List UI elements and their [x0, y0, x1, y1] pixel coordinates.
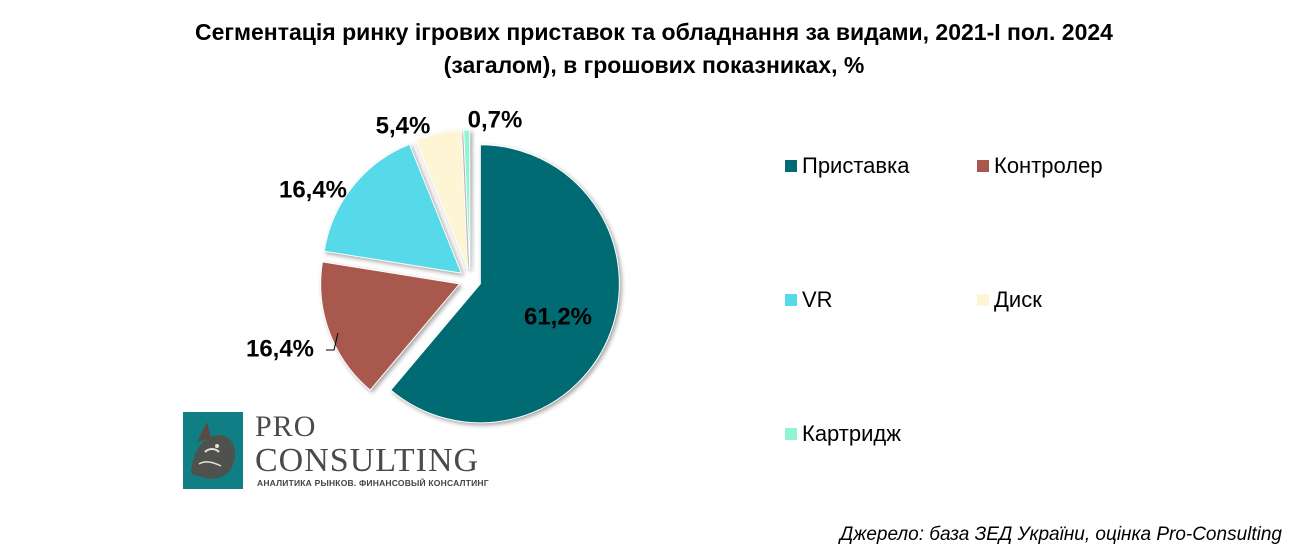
logo-consulting-text: CONSULTING: [255, 442, 480, 479]
legend-label-1: Приставка: [802, 153, 910, 178]
chart-title: Сегментація ринку ігрових приставок та о…: [0, 16, 1308, 82]
pie-slice-2: [320, 261, 461, 391]
data-label-1: 61,2%: [524, 303, 592, 330]
data-label-5: 0,7%: [468, 106, 523, 133]
legend-swatch-5: [785, 428, 797, 440]
pie-slice-5: [463, 129, 471, 270]
source-note: Джерело: база ЗЕД України, оцінка Pro-Co…: [839, 524, 1282, 545]
logo-tagline: АНАЛИТИКА РЫНКОВ. ФИНАНСОВЫЙ КОНСАЛТИНГ: [257, 478, 489, 488]
legend-swatch-1: [785, 160, 797, 172]
legend-item-2: Контролер: [977, 153, 1103, 179]
legend-swatch-4: [977, 294, 989, 306]
rhino-emblem-icon: [183, 412, 243, 489]
legend-item-4: Диск: [977, 287, 1042, 313]
leader-line: [326, 332, 339, 351]
pro-consulting-logo: PRO CONSULTING АНАЛИТИКА РЫНКОВ. ФИНАНСО…: [183, 410, 489, 492]
chart-title-line-1: Сегментація ринку ігрових приставок та о…: [195, 19, 1113, 45]
logo-pro-text: PRO: [255, 410, 317, 443]
legend-label-2: Контролер: [994, 153, 1103, 178]
pie-slice-4: [415, 129, 469, 270]
data-label-4: 5,4%: [376, 112, 431, 139]
pie-slice-1: [390, 144, 620, 424]
legend-item-3: VR: [785, 287, 833, 313]
legend-swatch-3: [785, 294, 797, 306]
data-label-3: 16,4%: [279, 176, 347, 203]
legend-item-5: Картридж: [785, 421, 901, 447]
data-label-2: 16,4%: [246, 335, 314, 362]
legend-label-5: Картридж: [802, 421, 901, 446]
legend-label-3: VR: [802, 287, 833, 312]
legend-swatch-2: [977, 160, 989, 172]
legend-label-4: Диск: [994, 287, 1042, 312]
pie-slice-3: [323, 143, 463, 274]
chart-title-line-2: (загалом), в грошових показниках, %: [443, 52, 865, 78]
legend-item-1: Приставка: [785, 153, 909, 179]
